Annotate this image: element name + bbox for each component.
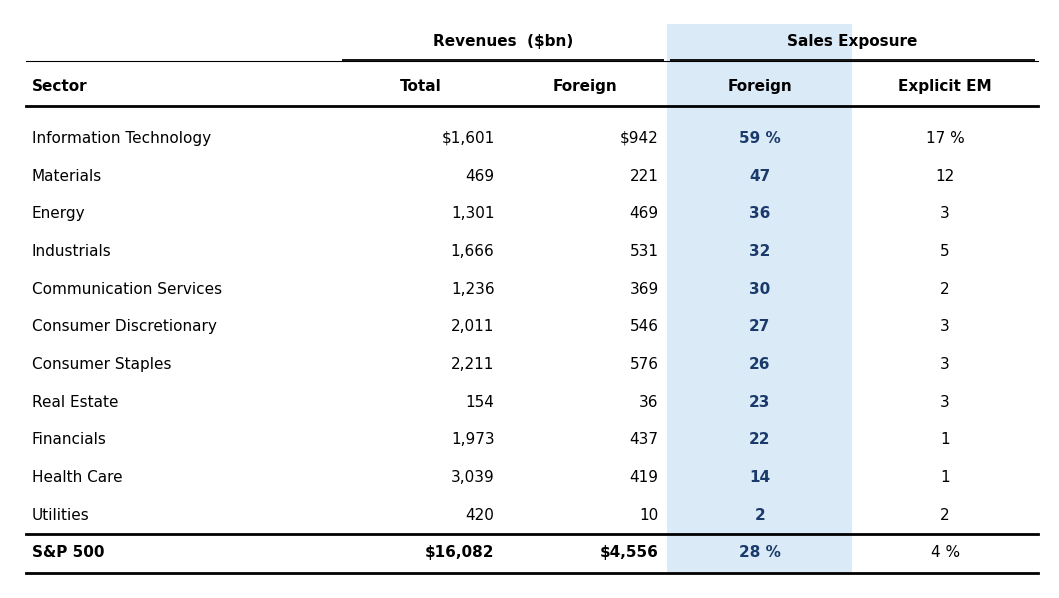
Bar bbox=[667, 24, 852, 573]
Text: 3: 3 bbox=[940, 319, 950, 334]
Text: 27: 27 bbox=[749, 319, 771, 334]
Text: 369: 369 bbox=[629, 282, 659, 297]
Text: Foreign: Foreign bbox=[728, 79, 792, 94]
Text: 10: 10 bbox=[640, 508, 659, 523]
Text: Consumer Staples: Consumer Staples bbox=[32, 357, 172, 372]
Text: Industrials: Industrials bbox=[32, 244, 111, 259]
Text: 14: 14 bbox=[750, 470, 770, 485]
Text: Total: Total bbox=[400, 79, 442, 94]
Text: 4 %: 4 % bbox=[931, 545, 959, 560]
Text: Consumer Discretionary: Consumer Discretionary bbox=[32, 319, 217, 334]
Text: 437: 437 bbox=[630, 432, 659, 447]
Text: 30: 30 bbox=[749, 282, 771, 297]
Text: Materials: Materials bbox=[32, 169, 102, 184]
Text: 531: 531 bbox=[630, 244, 659, 259]
Text: Communication Services: Communication Services bbox=[32, 282, 222, 297]
Text: 47: 47 bbox=[749, 169, 771, 184]
Text: 576: 576 bbox=[630, 357, 659, 372]
Text: 3: 3 bbox=[940, 357, 950, 372]
Text: 5: 5 bbox=[940, 244, 950, 259]
Text: 17 %: 17 % bbox=[926, 131, 965, 146]
Text: 2,211: 2,211 bbox=[451, 357, 495, 372]
Text: Explicit EM: Explicit EM bbox=[898, 79, 992, 94]
Text: 1,973: 1,973 bbox=[451, 432, 495, 447]
Text: Sector: Sector bbox=[32, 79, 88, 94]
Text: 419: 419 bbox=[630, 470, 659, 485]
Text: 2: 2 bbox=[940, 282, 950, 297]
Text: 154: 154 bbox=[466, 395, 495, 410]
Text: 1,301: 1,301 bbox=[451, 206, 495, 221]
Text: 1,666: 1,666 bbox=[451, 244, 495, 259]
Text: 3: 3 bbox=[940, 206, 950, 221]
Text: 3: 3 bbox=[940, 395, 950, 410]
Text: 28 %: 28 % bbox=[739, 545, 780, 560]
Text: $16,082: $16,082 bbox=[425, 545, 495, 560]
Text: Health Care: Health Care bbox=[32, 470, 123, 485]
Text: 12: 12 bbox=[935, 169, 955, 184]
Text: 32: 32 bbox=[749, 244, 771, 259]
Text: 221: 221 bbox=[630, 169, 659, 184]
Text: $942: $942 bbox=[620, 131, 659, 146]
Text: 546: 546 bbox=[630, 319, 659, 334]
Text: 36: 36 bbox=[749, 206, 771, 221]
Text: Sales Exposure: Sales Exposure bbox=[787, 34, 918, 50]
Text: 2: 2 bbox=[940, 508, 950, 523]
Text: $4,556: $4,556 bbox=[599, 545, 659, 560]
Text: Financials: Financials bbox=[32, 432, 107, 447]
Text: 469: 469 bbox=[629, 206, 659, 221]
Text: Utilities: Utilities bbox=[32, 508, 90, 523]
Text: 1: 1 bbox=[940, 470, 950, 485]
Text: 420: 420 bbox=[466, 508, 495, 523]
Text: Revenues  ($bn): Revenues ($bn) bbox=[433, 34, 573, 50]
Text: 26: 26 bbox=[749, 357, 771, 372]
Text: S&P 500: S&P 500 bbox=[32, 545, 104, 560]
Text: 1: 1 bbox=[940, 432, 950, 447]
Text: 2: 2 bbox=[754, 508, 766, 523]
Text: Information Technology: Information Technology bbox=[32, 131, 211, 146]
Text: 3,039: 3,039 bbox=[451, 470, 495, 485]
Text: Energy: Energy bbox=[32, 206, 86, 221]
Text: 469: 469 bbox=[465, 169, 495, 184]
Text: 22: 22 bbox=[749, 432, 771, 447]
Text: 36: 36 bbox=[640, 395, 659, 410]
Text: 23: 23 bbox=[749, 395, 771, 410]
Text: 2,011: 2,011 bbox=[451, 319, 495, 334]
Text: 1,236: 1,236 bbox=[451, 282, 495, 297]
Text: 59 %: 59 % bbox=[739, 131, 780, 146]
Text: Real Estate: Real Estate bbox=[32, 395, 119, 410]
Text: Foreign: Foreign bbox=[553, 79, 617, 94]
Text: $1,601: $1,601 bbox=[442, 131, 495, 146]
